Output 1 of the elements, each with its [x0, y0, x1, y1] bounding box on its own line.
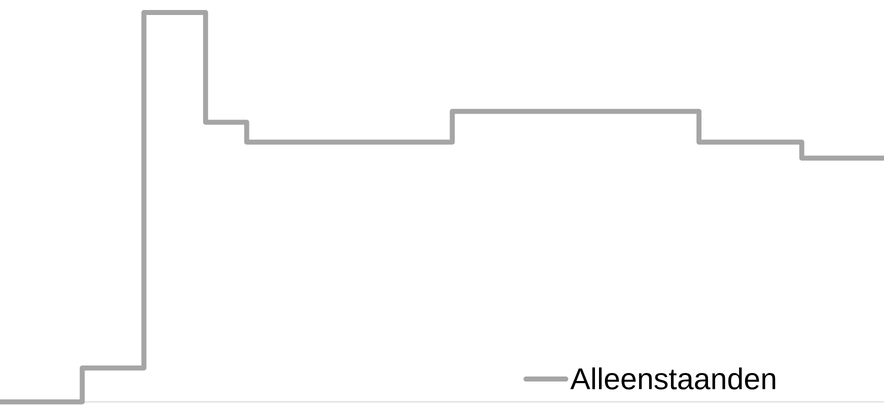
legend-label: Alleenstaanden — [570, 367, 776, 390]
